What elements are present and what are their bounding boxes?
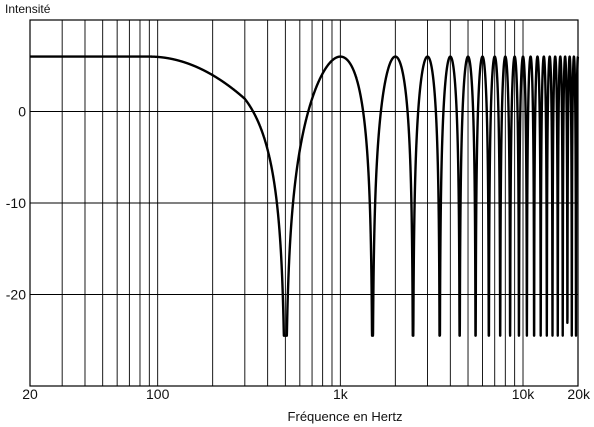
x-tick-label: 20k (567, 386, 591, 402)
x-tick-label: 100 (146, 386, 170, 402)
series-line (28, 55, 580, 337)
y-tick-label: 0 (18, 104, 26, 120)
x-tick-label: 20 (22, 386, 38, 402)
plot-frame (29, 19, 579, 387)
grid-lines (30, 20, 578, 386)
y-tick-label: -20 (6, 287, 26, 303)
x-tick-label: 1k (333, 386, 349, 402)
y-tick-label: -10 (6, 195, 26, 211)
x-tick-labels: 20 100 1k 10k 20k (22, 386, 591, 402)
y-tick-labels: 0 -10 -20 (6, 104, 26, 303)
x-axis-label: Fréquence en Hertz (288, 409, 403, 424)
y-axis-label: Intensité (5, 2, 51, 16)
x-tick-label: 10k (512, 386, 536, 402)
